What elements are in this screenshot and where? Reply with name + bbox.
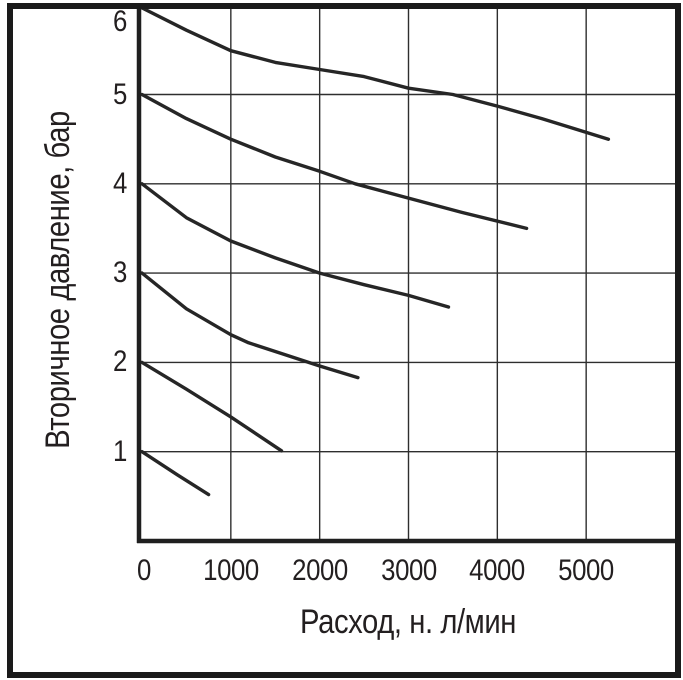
y-tick-label-6: 6 bbox=[113, 5, 127, 38]
x-axis-title-text: Расход, н. л/мин bbox=[300, 603, 516, 641]
curve-6-бар bbox=[140, 8, 611, 141]
x-tick-label-3000: 3000 bbox=[380, 554, 437, 587]
x-tick-label-5000: 5000 bbox=[558, 554, 614, 587]
y-axis-title: Вторичное давление, бар bbox=[39, 84, 77, 477]
x-tick-label-0: 0 bbox=[137, 554, 151, 587]
x-tick-label-2000: 2000 bbox=[291, 554, 348, 587]
x-axis-title: Расход, н. л/мин bbox=[282, 605, 533, 639]
y-tick-label-5: 5 bbox=[113, 77, 127, 111]
y-axis-title-text: Вторичное давление, бар bbox=[39, 111, 77, 449]
curve-1-бар bbox=[140, 450, 211, 497]
y-tick-label-1: 1 bbox=[113, 434, 127, 468]
curve-4-бар bbox=[140, 182, 451, 309]
curve-5-бар bbox=[140, 92, 529, 231]
outer-frame bbox=[7, 3, 681, 678]
y-tick-label-3: 3 bbox=[113, 256, 127, 290]
x-tick-label-4000: 4000 bbox=[469, 554, 526, 587]
curve-3-бар bbox=[140, 271, 360, 380]
x-tick-label-1000: 1000 bbox=[202, 554, 259, 587]
y-tick-label-4: 4 bbox=[113, 166, 127, 200]
y-tick-label-2: 2 bbox=[113, 345, 127, 379]
curves-group bbox=[140, 8, 611, 497]
curve-2-бар bbox=[140, 360, 284, 453]
